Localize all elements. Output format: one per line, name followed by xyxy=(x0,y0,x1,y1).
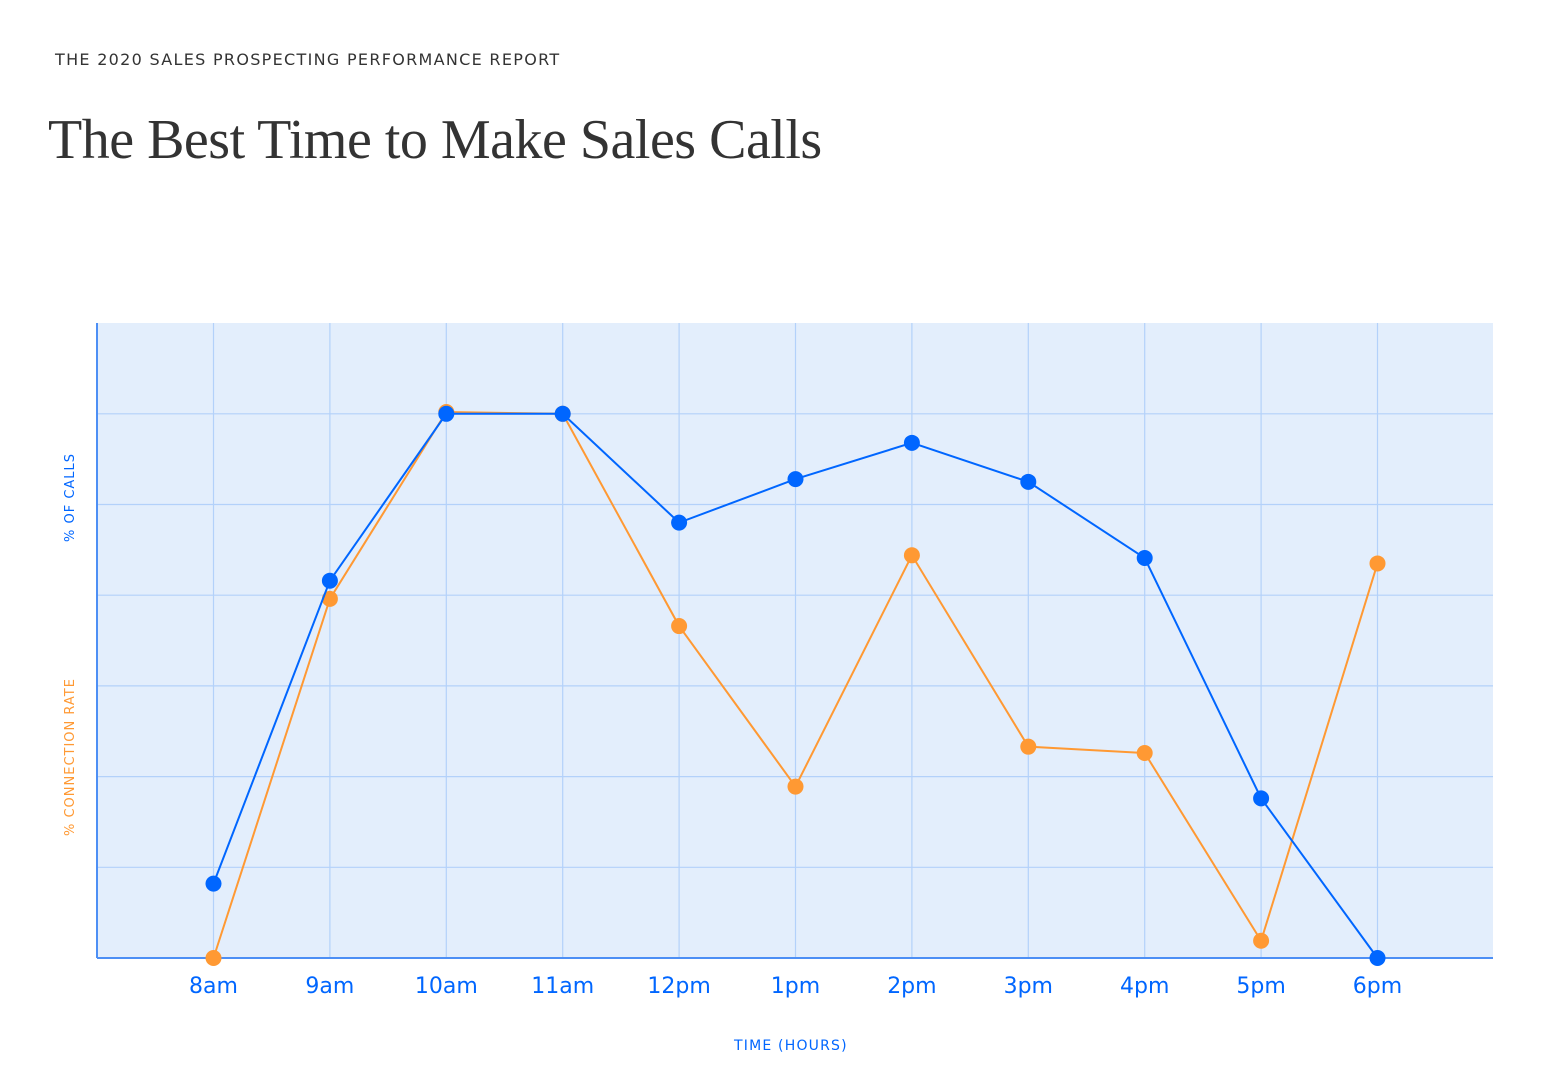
data-point xyxy=(1253,790,1270,807)
data-point xyxy=(671,618,688,635)
x-axis-title: TIME (HOURS) xyxy=(734,1038,848,1054)
data-point xyxy=(671,514,688,531)
data-point xyxy=(1136,550,1153,567)
data-point xyxy=(903,547,920,564)
data-series xyxy=(205,403,1386,966)
x-tick-label: 6pm xyxy=(1352,974,1403,999)
series-percent-of-calls xyxy=(205,405,1386,966)
data-point xyxy=(1020,473,1037,490)
x-tick-label: 11am xyxy=(531,974,595,999)
x-tick-label: 4pm xyxy=(1119,974,1170,999)
data-point xyxy=(903,434,920,451)
x-tick-label: 1pm xyxy=(770,974,821,999)
axes xyxy=(96,323,1493,959)
data-point xyxy=(787,778,804,795)
x-tick-label: 12pm xyxy=(647,974,711,999)
data-point xyxy=(1369,950,1386,966)
data-point xyxy=(205,875,222,892)
x-tick-label: 10am xyxy=(414,974,478,999)
data-point xyxy=(205,950,222,966)
data-point xyxy=(554,405,571,422)
data-point xyxy=(787,471,804,488)
data-point xyxy=(1253,932,1270,949)
x-tick-label: 8am xyxy=(189,974,238,999)
report-eyebrow: THE 2020 SALES PROSPECTING PERFORMANCE R… xyxy=(55,50,561,69)
data-point xyxy=(1369,555,1386,572)
data-point xyxy=(321,590,338,607)
y-axis-label-calls: % OF CALLS xyxy=(63,452,78,542)
series-connection-rate xyxy=(205,403,1386,966)
data-point xyxy=(438,405,455,422)
x-tick-label: 9am xyxy=(305,974,355,999)
x-tick-label: 5pm xyxy=(1236,974,1286,999)
y-axis-label-connection-rate: % CONNECTION RATE xyxy=(63,678,78,836)
page-title: The Best Time to Make Sales Calls xyxy=(48,109,822,171)
data-point xyxy=(1020,738,1037,755)
x-tick-label: 2pm xyxy=(887,974,937,999)
x-tick-label: 3pm xyxy=(1003,974,1053,999)
data-point xyxy=(1136,745,1153,762)
data-point xyxy=(321,572,338,589)
